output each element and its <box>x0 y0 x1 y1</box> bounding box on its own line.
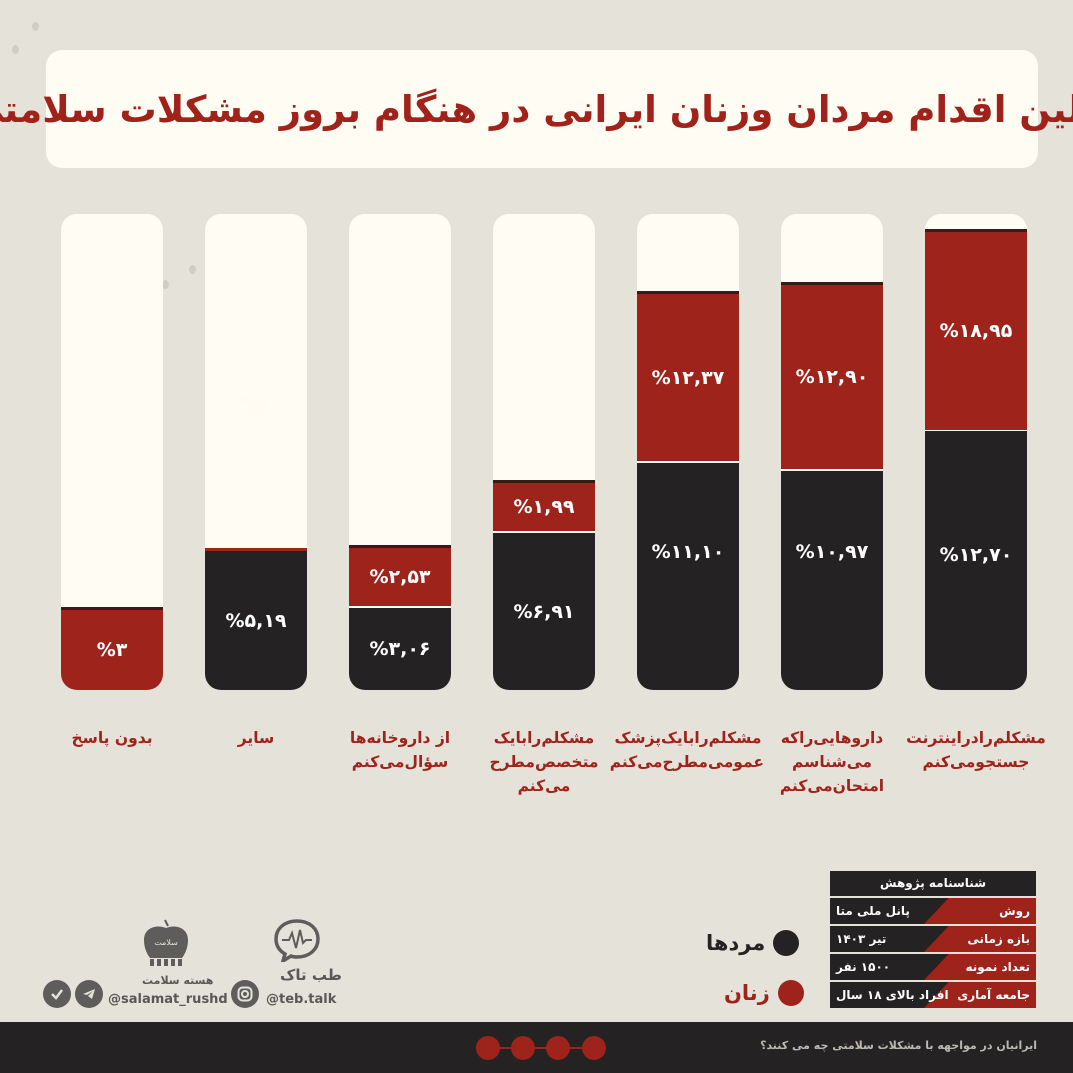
category-line: می‌شناسم <box>791 753 873 771</box>
bar-pharmacy: %۲,۵۳ %۳,۰۶ <box>349 214 451 690</box>
bar-specialist: %۱,۹۹ %۶,۹۱ <box>493 214 595 690</box>
category-label-general-practitioner: مشکلم‌را‌با‌یک‌پزشک عمومی‌مطرح‌می‌کنم <box>609 726 764 774</box>
info-value: افراد بالای ۱۸ سال <box>836 988 949 1002</box>
women-segment: %۳ <box>61 607 163 690</box>
background-dot <box>162 280 169 289</box>
women-color-dot-icon <box>777 980 804 1006</box>
background-dot <box>12 45 19 54</box>
women-segment: %۱,۹۹ <box>493 480 595 531</box>
bar-internet-search: %۱۸,۹۵ %۱۲,۷۰ <box>925 214 1027 690</box>
category-line: عمومی‌مطرح‌می‌کنم <box>609 753 764 771</box>
legend-men-label: مردها <box>706 931 766 955</box>
men-color-dot-icon <box>773 930 800 956</box>
women-value: %۱۲,۹۰ <box>795 366 869 388</box>
pager-dot-4[interactable] <box>582 1036 606 1060</box>
category-line: سؤال‌می‌کنم <box>351 753 449 771</box>
category-line: مشکلم‌را‌با‌یک <box>493 729 595 747</box>
category-line: مشکلم‌را‌با‌یک‌پزشک <box>614 729 762 747</box>
women-segment: %۱۲,۹۰ <box>781 282 883 469</box>
salamat-apple-logo-icon: سلامت <box>136 918 196 968</box>
footer-bar: ایرانیان در مواجهه با مشکلات سلامتی چه م… <box>0 1022 1073 1073</box>
salamat-handle[interactable]: @salamat_rushd <box>108 992 228 1007</box>
page-title: اولین اقدام مردان وزنان ایرانی در هنگام … <box>0 87 1073 131</box>
background-dot <box>32 22 39 31</box>
info-value: تیر ۱۴۰۳ <box>836 932 887 946</box>
category-line: مشکلم‌رادر‌اینترنت <box>906 729 1046 747</box>
instagram-icon[interactable] <box>231 980 259 1008</box>
women-value: %۳ <box>96 639 128 661</box>
category-label-no-answer: بدون پاسخ <box>42 726 182 750</box>
teb-talk-name: طب تاک <box>280 966 342 984</box>
footer-caption: ایرانیان در مواجهه با مشکلات سلامتی چه م… <box>760 1039 1037 1052</box>
category-line: می‌کنم <box>517 777 571 795</box>
legend-women-label: زنان <box>724 981 770 1005</box>
category-line: جستجومی‌کنم <box>922 753 1030 771</box>
info-key: جامعه آماری <box>957 988 1030 1002</box>
telegram-icon[interactable] <box>75 980 103 1008</box>
women-value: %۱۸,۹۵ <box>939 320 1013 342</box>
women-value: %۱,۹۹ <box>513 496 575 518</box>
pager-dot-3[interactable] <box>546 1036 570 1060</box>
women-segment: %۲,۵۳ <box>349 545 451 606</box>
svg-text:سلامت: سلامت <box>154 938 178 947</box>
info-value: ۱۵۰۰ نفر <box>836 960 891 974</box>
category-line: از داروخانه‌ها <box>349 729 451 747</box>
women-value: %۱۲,۳۷ <box>651 366 725 389</box>
category-label-pharmacy: از داروخانه‌ها سؤال‌می‌کنم <box>330 726 470 774</box>
info-key: بازه زمانی <box>967 932 1030 946</box>
teb-talk-handle[interactable]: @teb.talk <box>266 992 337 1007</box>
category-line: متخصص‌مطرح <box>489 753 599 771</box>
legend-women: زنان <box>724 980 804 1006</box>
info-key: روش <box>999 904 1030 918</box>
legend-men: مردها <box>706 930 800 956</box>
men-value: %۱۰,۹۷ <box>795 541 869 563</box>
background-dot <box>189 265 196 274</box>
men-segment: %۱۰,۹۷ <box>781 471 883 690</box>
men-segment: %۶,۹۱ <box>493 533 595 690</box>
info-key: تعداد نمونه <box>965 960 1030 974</box>
category-line: سایر <box>237 729 275 747</box>
info-row-period: بازه زمانی تیر ۱۴۰۳ <box>830 926 1036 952</box>
bar-no-answer: %۳ <box>61 214 163 690</box>
verified-check-icon[interactable] <box>43 980 71 1008</box>
pager-dot-2[interactable] <box>511 1036 535 1060</box>
men-segment: %۱۲,۷۰ <box>925 431 1027 690</box>
men-segment: %۳,۰۶ <box>349 608 451 690</box>
men-segment: %۱۱,۱۰ <box>637 463 739 690</box>
category-line: امتحان‌می‌کنم <box>779 777 885 795</box>
pager-connector <box>486 1047 596 1049</box>
research-info-heading: شناسنامه پژوهش <box>830 871 1036 896</box>
hidden-value: %۰ <box>240 394 272 416</box>
pager-dot-1[interactable] <box>476 1036 500 1060</box>
category-label-other: سایر <box>186 726 326 750</box>
bar-known-medicines: %۱۲,۹۰ %۱۰,۹۷ <box>781 214 883 690</box>
women-segment: %۱۲,۳۷ <box>637 291 739 461</box>
men-value: %۶,۹۱ <box>513 600 575 623</box>
category-label-internet-search: مشکلم‌رادر‌اینترنت جستجومی‌کنم <box>900 726 1052 774</box>
men-value: %۳,۰۶ <box>369 638 431 660</box>
bar-other: %۰ %۵,۱۹ <box>205 214 307 690</box>
teb-talk-logo-icon <box>272 918 322 965</box>
category-label-specialist: مشکلم‌را‌با‌یک متخصص‌مطرح می‌کنم <box>474 726 614 798</box>
research-info-table: شناسنامه پژوهش روش پانل ملی متا بازه زما… <box>830 871 1036 1010</box>
info-row-method: روش پانل ملی متا <box>830 898 1036 924</box>
bar-general-practitioner: %۱۲,۳۷ %۱۱,۱۰ <box>637 214 739 690</box>
info-row-sample-size: تعداد نمونه ۱۵۰۰ نفر <box>830 954 1036 980</box>
category-label-known-medicines: داروهایی‌راکه می‌شناسم امتحان‌می‌کنم <box>762 726 902 798</box>
women-value: %۲,۵۳ <box>369 566 431 588</box>
men-value: %۱۱,۱۰ <box>651 541 725 563</box>
title-banner: اولین اقدام مردان وزنان ایرانی در هنگام … <box>0 50 1073 168</box>
category-line: بدون پاسخ <box>71 729 153 747</box>
category-line: داروهایی‌راکه <box>780 729 884 747</box>
salamat-name: هسته سلامت <box>142 974 214 987</box>
men-value: %۵,۱۹ <box>225 609 287 632</box>
men-segment: %۵,۱۹ <box>205 548 307 690</box>
page-indicator <box>476 1036 606 1060</box>
info-value: پانل ملی متا <box>836 904 910 918</box>
info-row-population: جامعه آماری افراد بالای ۱۸ سال <box>830 982 1036 1008</box>
women-segment: %۱۸,۹۵ <box>925 229 1027 430</box>
men-value: %۱۲,۷۰ <box>939 544 1013 566</box>
